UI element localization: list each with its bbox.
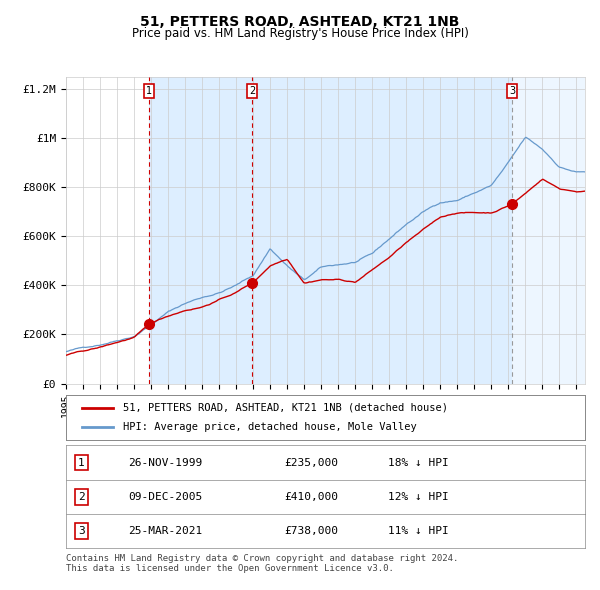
Bar [149, 77, 252, 384]
Text: 51, PETTERS ROAD, ASHTEAD, KT21 1NB (detached house): 51, PETTERS ROAD, ASHTEAD, KT21 1NB (det… [123, 403, 448, 412]
Text: £235,000: £235,000 [284, 458, 338, 467]
Text: 1: 1 [78, 458, 85, 467]
Text: 09-DEC-2005: 09-DEC-2005 [128, 492, 203, 502]
Text: 11% ↓ HPI: 11% ↓ HPI [388, 526, 449, 536]
Text: 3: 3 [78, 526, 85, 536]
Text: 18% ↓ HPI: 18% ↓ HPI [388, 458, 449, 467]
Text: 3: 3 [509, 86, 515, 96]
Text: 2: 2 [78, 492, 85, 502]
Text: £738,000: £738,000 [284, 526, 338, 536]
Text: 12% ↓ HPI: 12% ↓ HPI [388, 492, 449, 502]
Bar [512, 77, 585, 384]
Text: 25-MAR-2021: 25-MAR-2021 [128, 526, 203, 536]
Text: 1: 1 [146, 86, 152, 96]
Text: HPI: Average price, detached house, Mole Valley: HPI: Average price, detached house, Mole… [123, 422, 417, 432]
Text: Price paid vs. HM Land Registry's House Price Index (HPI): Price paid vs. HM Land Registry's House … [131, 27, 469, 40]
Text: Contains HM Land Registry data © Crown copyright and database right 2024.
This d: Contains HM Land Registry data © Crown c… [66, 554, 458, 573]
Text: 26-NOV-1999: 26-NOV-1999 [128, 458, 203, 467]
Text: 2: 2 [249, 86, 255, 96]
Text: 51, PETTERS ROAD, ASHTEAD, KT21 1NB: 51, PETTERS ROAD, ASHTEAD, KT21 1NB [140, 15, 460, 29]
Text: £410,000: £410,000 [284, 492, 338, 502]
Bar [252, 77, 512, 384]
